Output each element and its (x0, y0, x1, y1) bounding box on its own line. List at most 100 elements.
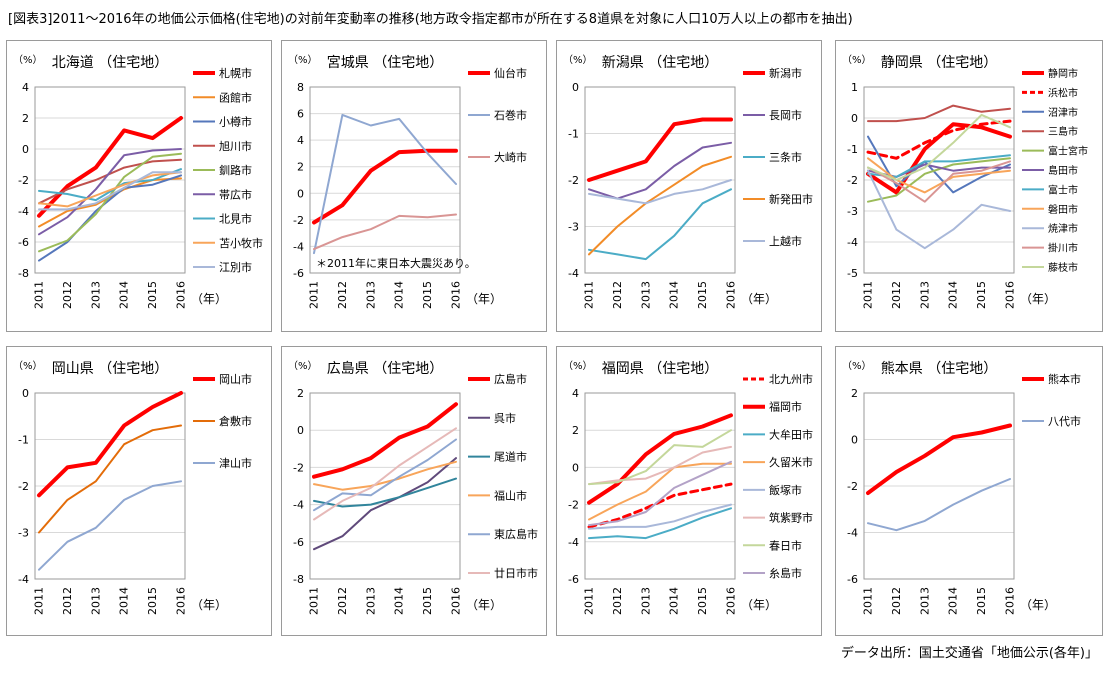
y-tick-label: -2 (847, 480, 858, 493)
y-tick-label: -8 (18, 267, 29, 280)
chart-title: 岡山県 （住宅地） (52, 361, 168, 377)
legend-label: 函館市 (219, 90, 252, 104)
legend-label: 苫小牧市 (219, 236, 263, 250)
series-line (588, 507, 732, 540)
x-tick-label: 2016 (1004, 281, 1017, 309)
y-tick-label: 2 (572, 424, 579, 437)
legend-label: 呉市 (494, 411, 516, 425)
chart-title: 熊本県 （住宅地） (881, 361, 997, 377)
x-tick-label: 2015 (146, 587, 159, 615)
legend-label: 広島市 (494, 372, 527, 386)
plot-area (584, 86, 736, 274)
series-line (867, 478, 1011, 532)
plot-area (309, 392, 461, 580)
x-tick-label: 2015 (975, 587, 988, 615)
legend-label: 東広島市 (494, 527, 538, 541)
y-tick-label: -1 (18, 434, 29, 447)
series-line (313, 477, 457, 508)
plot-area (34, 86, 186, 274)
legend-label: 石巻市 (494, 108, 527, 122)
series-line (38, 480, 182, 571)
y-tick-label: 6 (297, 108, 304, 121)
y-tick-label: -6 (18, 236, 29, 249)
y-axis-unit-label: （%） (13, 360, 43, 372)
y-tick-label: -6 (293, 536, 304, 549)
series-line (588, 429, 732, 486)
chart-panel-kumamoto: 熊本県 （住宅地） （%） 2 0 -2 -4 -6 2011 2012 2013 2014 2015… (835, 346, 1103, 636)
series-line (38, 174, 182, 262)
x-tick-label: 2011 (33, 587, 46, 615)
legend-label: 倉敷市 (219, 414, 252, 428)
y-tick-label: 2 (22, 112, 29, 125)
y-tick-label: -2 (293, 214, 304, 227)
y-tick-label: -3 (18, 527, 29, 540)
legend-label: 三条市 (769, 150, 802, 164)
x-tick-label: 2015 (696, 587, 709, 615)
chart-svg: 新潟県 （住宅地） （%） 0 -1 -2 -3 -4 2011 2012 2013 2014 201… (563, 54, 813, 309)
y-tick-label: -6 (568, 573, 579, 586)
legend-label: 三島市 (1048, 125, 1078, 138)
y-tick-label: -1 (568, 128, 579, 141)
series-line (588, 462, 732, 521)
series-line (38, 171, 182, 211)
series-line (38, 424, 182, 534)
y-axis-unit-label: （%） (563, 360, 593, 372)
y-axis-unit-label: （%） (288, 360, 318, 372)
chart-title: 福岡県 （住宅地） (602, 361, 718, 377)
x-tick-label: 2014 (947, 281, 960, 309)
plot-area (309, 86, 461, 274)
legend-label: 新潟市 (769, 66, 802, 80)
legend-label: 沼津市 (1048, 106, 1078, 119)
x-tick-label: 2011 (33, 281, 46, 309)
x-tick-label: 2011 (862, 587, 875, 615)
x-tick-label: 2016 (725, 281, 738, 309)
legend-label: 福山市 (494, 488, 527, 502)
legend-label: 江別市 (219, 260, 252, 274)
series-line (867, 157, 1011, 194)
x-axis-unit-label: （年） (466, 598, 502, 612)
x-tick-label: 2016 (450, 587, 463, 615)
legend-label: 島田市 (1048, 164, 1078, 177)
x-tick-label: 2014 (668, 281, 681, 309)
series-line (313, 113, 457, 255)
x-tick-label: 2013 (364, 587, 377, 615)
y-tick-label: 0 (572, 81, 579, 94)
chart-svg: 福岡県 （住宅地） （%） 4 2 0 -2 -4 -6 2011 2012 2013 2014 201… (563, 360, 813, 615)
series-line (588, 188, 732, 261)
x-tick-label: 2012 (336, 587, 349, 615)
plot-area (584, 392, 736, 580)
series-line (587, 117, 733, 182)
y-tick-label: 4 (572, 387, 579, 400)
series-line (867, 160, 1011, 203)
y-tick-label: -2 (18, 480, 29, 493)
plot-area (863, 86, 1015, 274)
legend-label: 大牟田市 (769, 427, 813, 441)
y-tick-label: 2 (851, 387, 858, 400)
y-tick-label: -3 (568, 221, 579, 234)
legend-label: 福岡市 (769, 400, 802, 414)
legend-label: 小樽市 (219, 115, 252, 129)
chart-panel-okayama: 岡山県 （住宅地） （%） 0 -1 -2 -3 -4 2011 2012 2013 2014 201… (6, 346, 272, 636)
y-tick-label: -6 (293, 267, 304, 280)
x-axis-unit-label: （年） (741, 292, 777, 306)
series-line (312, 148, 458, 225)
legend-label: 藤枝市 (1048, 261, 1078, 274)
x-tick-label: 2012 (61, 281, 74, 309)
x-axis-unit-label: （年） (741, 598, 777, 612)
legend-label: 糸島市 (769, 566, 802, 580)
series-line (37, 116, 183, 218)
y-axis-unit-label: （%） (842, 54, 872, 66)
chart-svg: 静岡県 （住宅地） （%） 1 0 -1 -2 -3 -4 -5 2011 2012 2013 2014… (842, 54, 1088, 309)
x-tick-label: 2014 (393, 281, 406, 309)
legend-label: 廿日市市 (494, 566, 538, 580)
legend-label: 岡山市 (219, 372, 252, 386)
series-line (587, 482, 733, 529)
legend-label: 筑紫野市 (769, 511, 813, 525)
x-tick-label: 2014 (118, 281, 131, 309)
chart-title: 宮城県 （住宅地） (327, 55, 443, 71)
chart-svg: 北海道 （住宅地） （%） 4 2 0 -2 -4 -6 -8 2011 2012 2013 2014 2… (13, 54, 263, 309)
legend-label: 新発田市 (769, 192, 813, 206)
plot-area (34, 392, 186, 580)
x-tick-label: 2016 (175, 587, 188, 615)
y-tick-label: -8 (293, 573, 304, 586)
